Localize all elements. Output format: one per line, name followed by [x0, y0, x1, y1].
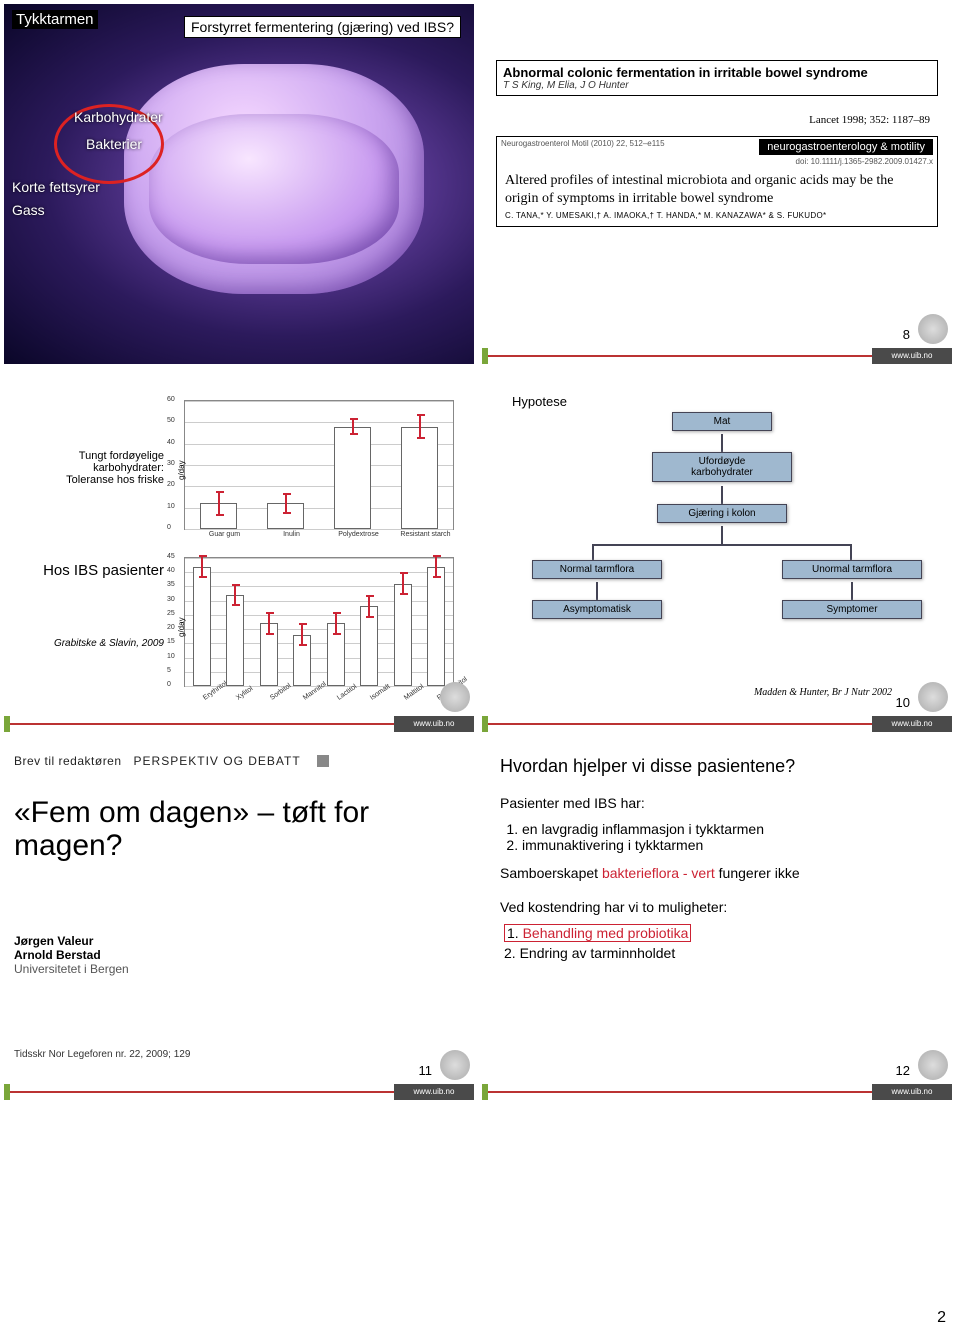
- footer-bar: www.uib.no: [4, 1084, 474, 1100]
- kicker-right: PERSPEKTIV OG DEBATT: [134, 754, 301, 768]
- flow-mat: Mat: [672, 412, 772, 431]
- flow-line: [721, 486, 723, 504]
- label-karbohydrater: Karbohydrater: [74, 109, 163, 125]
- flow-line: [721, 434, 723, 452]
- chart-ibs: 051015202530354045ErythritolXylitolSorbi…: [184, 557, 454, 687]
- footer-url: www.uib.no: [872, 348, 952, 364]
- flow-hline: [592, 544, 852, 546]
- cite2-authors: C. TANA,* Y. UMESAKI,† A. IMAOKA,† T. HA…: [497, 211, 937, 226]
- flow-symp: Symptomer: [782, 600, 922, 619]
- slide1-title: Tykktarmen: [12, 10, 98, 29]
- footer-bar: www.uib.no: [482, 716, 952, 732]
- cite1-authors: T S King, M Elia, J O Hunter: [503, 80, 931, 91]
- chart-friske: 0102030405060Guar gumInulinPolydextroseR…: [184, 400, 454, 530]
- lancet-ref: Lancet 1998; 352: 1187–89: [809, 114, 930, 126]
- label-korte-fettsyrer: Korte fettsyrer: [12, 179, 100, 195]
- cite1-title: Abnormal colonic fermentation in irritab…: [503, 65, 931, 80]
- flow-line: [851, 582, 853, 600]
- page-number: 2: [937, 1309, 946, 1327]
- opt1: Behandling med probiotika: [523, 925, 689, 941]
- crest-icon: [440, 1050, 470, 1080]
- author1: Jørgen Valeur: [14, 934, 464, 948]
- footer-bar: www.uib.no: [482, 348, 952, 364]
- question-box: Forstyrret fermentering (gjæring) ved IB…: [184, 16, 461, 38]
- article-meta: Tidsskr Nor Legeforen nr. 22, 2009; 129: [14, 1049, 190, 1060]
- affil: Universitetet i Bergen: [14, 962, 464, 976]
- cite2-text: Altered profiles of intestinal microbiot…: [497, 166, 937, 211]
- slide6-item1: en lavgradig inflammasjon i tykktarmen: [522, 821, 934, 837]
- samboer-red: bakterieflora - vert: [602, 865, 715, 881]
- footer-bar: www.uib.no: [4, 716, 474, 732]
- side1-line2: Toleranse hos friske: [66, 474, 164, 486]
- slide-hypotese: Hypotese Mat Ufordøyde karbohydrater Gjæ…: [482, 372, 952, 732]
- flow-gjaring: Gjæring i kolon: [657, 504, 787, 523]
- crest-icon: [918, 682, 948, 712]
- slide-tykktarmen: Tykktarmen Forstyrret fermentering (gjær…: [4, 4, 474, 364]
- ngm-meta-right: doi: 10.1111/j.1365-2982.2009.01427.x: [497, 157, 937, 166]
- author2: Arnold Berstad: [14, 948, 464, 962]
- flow-line: [592, 544, 594, 560]
- slide6-item2: immunaktivering i tykktarmen: [522, 837, 934, 853]
- slide4-pagenum: 10: [896, 695, 910, 710]
- label-gass: Gass: [12, 202, 45, 218]
- crest-icon: [918, 314, 948, 344]
- slide2-pagenum: 8: [903, 327, 910, 342]
- footer-url: www.uib.no: [394, 716, 474, 732]
- crest-icon: [440, 682, 470, 712]
- flow-unormal: Unormal tarmflora: [782, 560, 922, 579]
- flow-normal: Normal tarmflora: [532, 560, 662, 579]
- footer-url: www.uib.no: [394, 1084, 474, 1100]
- flow-line: [721, 526, 723, 544]
- slide-charts: Tungt fordøyelige karbohydrater: Toleran…: [4, 372, 474, 732]
- ngm-bar: neurogastroenterology & motility: [759, 139, 933, 155]
- slide6-heading: Hvordan hjelper vi disse pasientene?: [500, 756, 934, 777]
- hypotese-heading: Hypotese: [512, 394, 567, 409]
- ngm-meta-left: Neurogastroenterol Motil (2010) 22, 512–…: [501, 139, 665, 155]
- slide-hvordan-hjelper: Hvordan hjelper vi disse pasientene? Pas…: [482, 740, 952, 1100]
- samboer-post: fungerer ikke: [715, 865, 800, 881]
- slide6-ved: Ved kostendring har vi to muligheter:: [500, 899, 934, 915]
- slide6-intro: Pasienter med IBS har:: [500, 795, 934, 811]
- footer-url: www.uib.no: [872, 716, 952, 732]
- chart2-ylabel: g/day: [177, 617, 186, 637]
- opt2: Endring av tarminnholdet: [520, 945, 676, 961]
- flow-asymp: Asymptomatisk: [532, 600, 662, 619]
- square-icon: [317, 755, 329, 767]
- slide5-pagenum: 11: [419, 1063, 433, 1078]
- footer-url: www.uib.no: [872, 1084, 952, 1100]
- slide4-cite: Madden & Hunter, Br J Nutr 2002: [754, 687, 892, 698]
- flow-line: [850, 544, 852, 560]
- side1-line1: Tungt fordøyelige karbohydrater:: [79, 450, 164, 474]
- crest-icon: [918, 1050, 948, 1080]
- article-title: «Fem om dagen» – tøft for magen?: [14, 796, 464, 862]
- samboer-pre: Samboerskapet: [500, 865, 602, 881]
- slide-citations: Abnormal colonic fermentation in irritab…: [482, 4, 952, 364]
- label-bakterier: Bakterier: [86, 136, 142, 152]
- flow-ufordoyde: Ufordøyde karbohydrater: [652, 452, 792, 482]
- slide-article: Brev til redaktøren PERSPEKTIV OG DEBATT…: [4, 740, 474, 1100]
- side3-cite: Grabitske & Slavin, 2009: [54, 638, 164, 649]
- side2-label: Hos IBS pasienter: [6, 562, 164, 579]
- intestine-inner: [149, 114, 399, 264]
- chart1-ylabel: g/day: [177, 460, 186, 480]
- footer-bar: www.uib.no: [482, 1084, 952, 1100]
- slide6-pagenum: 12: [896, 1063, 910, 1078]
- opt1-frame: 1. Behandling med probiotika: [504, 924, 691, 942]
- flow-line: [596, 582, 598, 600]
- kicker-left: Brev til redaktøren: [14, 754, 122, 768]
